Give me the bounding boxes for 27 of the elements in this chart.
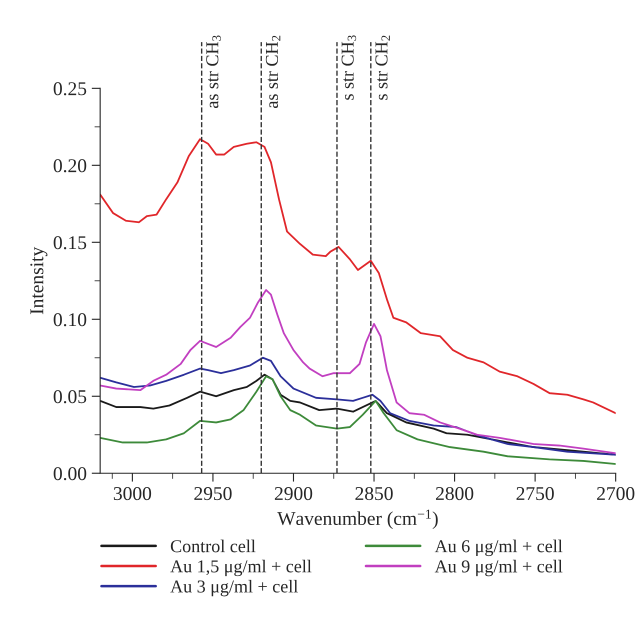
legend-label: Au 3 μg/ml + cell	[170, 580, 298, 596]
x-tick-label: 2800	[436, 487, 474, 500]
x-axis-title: Wavenumber (cm$^{−1}$)	[277, 510, 438, 530]
y-tick-label: 0.15	[54, 236, 86, 250]
ref-line-label: as str CH$_{2}$	[266, 36, 280, 108]
y-tick-label: 0.00	[54, 467, 86, 480]
y-axis-title: Intensity	[30, 246, 48, 314]
legend-label: Au 1,5 μg/ml + cell	[170, 560, 312, 576]
legend-label: Au 9 μg/ml + cell	[434, 560, 562, 576]
y-tick-label: 0.25	[54, 82, 86, 96]
x-tick-label: 2750	[516, 487, 554, 500]
legend-label: Au 6 μg/ml + cell	[434, 540, 562, 556]
ref-line-label: s str CH$_{3}$	[342, 35, 356, 100]
x-tick-label: 2950	[194, 487, 232, 500]
ref-line-label: as str CH$_{3}$	[206, 35, 221, 108]
line-series	[100, 138, 616, 414]
line-series	[100, 289, 616, 454]
x-tick-label: 2850	[355, 487, 393, 500]
legend-label: Control cell	[170, 540, 256, 552]
x-tick-label: 2700	[597, 487, 634, 500]
y-tick-label: 0.20	[54, 159, 86, 172]
x-tick-label: 2900	[274, 487, 312, 500]
ref-line-label: s str CH$_{2}$	[375, 36, 390, 100]
x-tick-label: 3000	[114, 487, 152, 500]
y-tick-label: 0.05	[54, 390, 86, 404]
line-series	[100, 356, 616, 456]
y-tick-label: 0.10	[54, 313, 86, 326]
